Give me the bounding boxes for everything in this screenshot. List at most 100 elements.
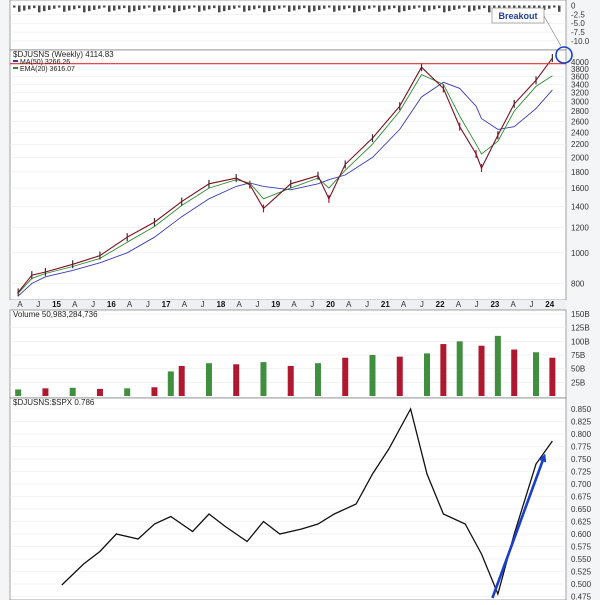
oscillator-y-tick-label: 0 (571, 2, 576, 11)
oscillator-bar (383, 5, 386, 11)
oscillator-bar (78, 5, 81, 9)
oscillator-bar (33, 5, 36, 9)
oscillator-bar (148, 5, 151, 8)
oscillator-bar (473, 5, 476, 11)
ma50-legend-swatch (13, 60, 18, 62)
oscillator-bar (288, 5, 291, 12)
volume-bars (10, 313, 566, 396)
volume-bar (15, 389, 22, 396)
volume-bar (424, 353, 430, 396)
oscillator-bar (328, 5, 331, 8)
ratio-y-tick-label: 0.800 (571, 430, 592, 439)
x-tick-label: 23 (490, 300, 499, 309)
ma50-legend: MA(50) 3266.26 (20, 59, 70, 66)
oscillator-bar (88, 5, 91, 12)
oscillator-bar (143, 5, 146, 9)
oscillator-bar (193, 5, 196, 8)
oscillator-bar (103, 5, 106, 8)
volume-bar (511, 349, 518, 396)
volume-y-tick-label: 50B (571, 365, 585, 374)
oscillator-bar (368, 5, 371, 9)
x-tick-label: 18 (216, 300, 225, 309)
ratio-y-tick-label: 0.575 (571, 543, 592, 552)
x-tick-label: J (91, 300, 95, 309)
oscillator-bar (343, 5, 346, 10)
ratio-plot (10, 407, 566, 599)
oscillator-plot (10, 5, 566, 42)
oscillator-bar (218, 5, 221, 13)
oscillator-bar (53, 5, 56, 9)
oscillator-bar (133, 5, 136, 12)
oscillator-bar (433, 5, 436, 10)
x-tick-label: J (201, 300, 205, 309)
oscillator-bar (258, 5, 261, 9)
oscillator-bar (508, 5, 511, 8)
price-y-tick-label: 2600 (571, 117, 589, 126)
oscillator-bar (128, 5, 131, 13)
volume-bar (314, 363, 321, 396)
oscillator-bar (413, 5, 416, 9)
ratio-y-tick-label: 0.500 (571, 580, 592, 589)
price-gridlines (10, 61, 566, 284)
oscillator-bar (298, 5, 301, 10)
price-y-tick-label: 2000 (571, 153, 589, 162)
oscillator-bar (293, 5, 296, 11)
oscillator-bar (163, 5, 166, 10)
price-y-tick-label: 800 (571, 279, 585, 288)
oscillator-bar (443, 5, 446, 13)
oscillator-bar (363, 5, 366, 10)
ratio-y-tick-label: 0.725 (571, 468, 592, 477)
volume-bar (396, 356, 403, 396)
volume-y-tick-label: 150B (571, 310, 590, 319)
volume-y-tick-label: 25B (571, 378, 585, 387)
oscillator-bar (203, 5, 206, 11)
oscillator-bar (483, 5, 486, 9)
oscillator-bar (208, 5, 211, 10)
ratio-y-tick-label: 0.775 (571, 443, 592, 452)
price-y-tick-label: 2400 (571, 128, 589, 137)
price-y-tick-label: 1800 (571, 168, 589, 177)
oscillator-bar (118, 5, 121, 10)
volume-bar (478, 345, 485, 396)
trend-arrow (491, 453, 547, 599)
volume-bar (233, 364, 240, 396)
oscillator-bar (548, 5, 551, 9)
oscillator-bar (73, 5, 76, 10)
x-tick-label: A (456, 300, 462, 309)
ratio-y-tick-label: 0.825 (571, 418, 592, 427)
oscillator-bar (43, 5, 46, 12)
breakout-highlight-circle (555, 46, 573, 64)
volume-bar (494, 335, 501, 396)
oscillator-bar (373, 5, 376, 8)
oscillator-bar (248, 5, 251, 11)
price-plot (10, 54, 566, 297)
oscillator-bar (353, 5, 356, 13)
oscillator-y-tick-label: -7.5 (571, 28, 585, 37)
price-y-tick-label: 1000 (571, 249, 589, 258)
oscillator-bar (283, 5, 286, 8)
x-tick-label: 24 (545, 300, 554, 309)
oscillator-bar (398, 5, 401, 13)
oscillator-y-tick-label: -5.0 (571, 19, 585, 28)
oscillator-bar (98, 5, 101, 9)
oscillator-bar (378, 5, 381, 12)
oscillator-bar (418, 5, 421, 8)
oscillator-bar (233, 5, 236, 9)
volume-bar (42, 388, 49, 396)
volume-bar (549, 357, 556, 396)
ratio-panel (9, 397, 567, 601)
ma50-line (17, 81, 553, 297)
oscillator-bar (403, 5, 406, 12)
ratio-y-tick-label: 0.850 (571, 405, 592, 414)
oscillator-bar (448, 5, 451, 12)
oscillator-bar (558, 5, 561, 12)
oscillator-bar (338, 5, 341, 11)
price-line (17, 57, 553, 293)
oscillator-bar (38, 5, 41, 13)
ema20-legend-swatch (13, 67, 18, 69)
x-tick-label: J (146, 300, 150, 309)
oscillator-bar (238, 5, 241, 8)
volume-bar (151, 387, 158, 396)
oscillator-bar (68, 5, 71, 11)
